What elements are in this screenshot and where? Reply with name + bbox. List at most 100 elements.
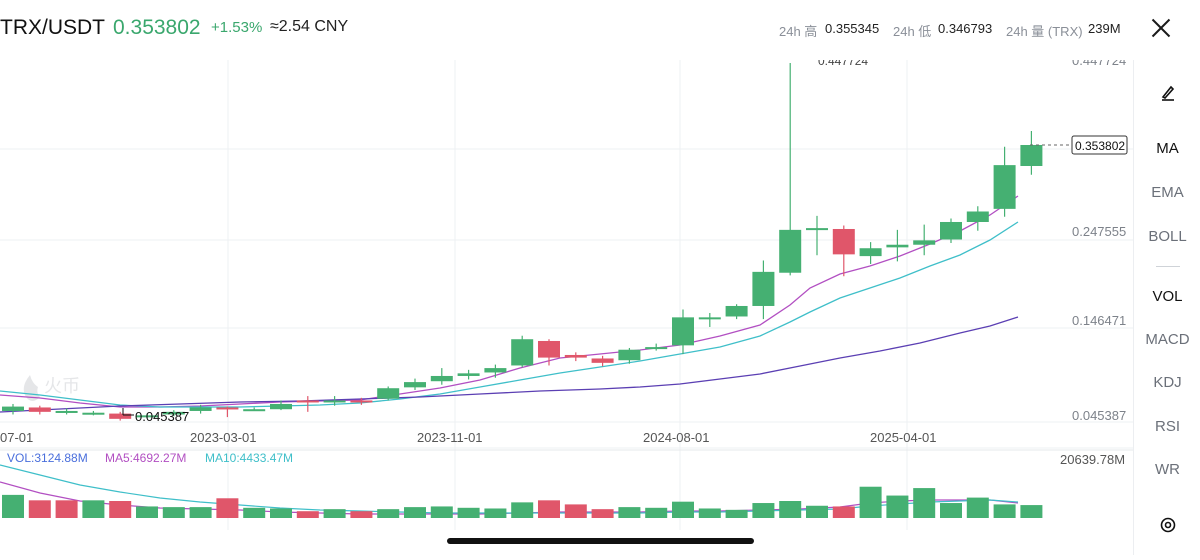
candle-body [484,368,507,373]
indicator-kdj[interactable]: KDJ [1153,374,1182,391]
candle-body [323,400,346,403]
stat-volume-value: 239M [1088,21,1121,36]
stat-volume-label: 24h 量 (TRX) [1006,24,1083,39]
volume-bar [189,507,212,518]
volume-bar [270,508,292,518]
candle-body [752,271,775,306]
candle-body [940,221,962,240]
kline-svg[interactable]: 火币 0.447724 0.247555 0.146471 0.045387 0… [0,53,1133,555]
home-indicator [447,538,754,544]
candle-body [564,354,587,358]
volume-bar [1020,505,1043,518]
candle-body [832,228,855,255]
volume-bar [779,501,802,518]
date-label-2: 2023-03-01 [190,430,257,445]
date-label-1: 07-01 [0,430,33,445]
price-label-1: 0.247555 [1072,224,1126,239]
pair-title[interactable]: TRX/USDT [0,16,105,39]
indicator-ema[interactable]: EMA [1151,184,1184,201]
volume-bar [350,511,373,518]
candle-body [296,400,319,403]
candles[interactable] [2,63,1043,421]
date-label-3: 2023-11-01 [417,430,483,445]
volume-bar [698,508,721,518]
ma-line-c [0,316,1019,413]
indicator-vol[interactable]: VOL [1152,288,1183,305]
candle-body [404,382,426,388]
volume-bar [913,488,936,518]
candle-body [645,347,668,350]
candle-body [779,229,802,273]
candle-body [806,228,828,231]
stat-low-value: 0.346793 [938,21,993,36]
candle-body [2,406,24,411]
close-icon[interactable] [1146,13,1176,43]
date-label-5: 2025-04-01 [870,430,937,445]
kline-chart[interactable]: 火币 0.447724 0.247555 0.146471 0.045387 0… [0,53,1133,555]
volume-bar [966,497,989,518]
candle-body [672,317,694,346]
vol-legend: VOL:3124.88M [7,451,88,465]
volume-bar [28,500,51,518]
volume-bar [618,507,641,518]
volume-bar [323,509,346,518]
candle-body [109,413,132,419]
volume-bar [672,501,694,518]
volume-bar [832,506,855,518]
volume-bar [216,498,239,518]
ma-line-a [0,195,1019,408]
indicator-boll[interactable]: BOLL [1148,228,1187,245]
candle-body [82,412,105,415]
candle-body [886,244,909,248]
volume-bar [645,507,668,518]
price-label-top: 0.447724 [1072,60,1126,68]
volume-bar [993,504,1016,518]
last-price: 0.353802 [113,16,201,39]
candle-body [725,305,748,317]
volume-bar [591,509,614,518]
candle-body [55,410,78,413]
volume-bar [430,506,453,518]
indicator-ma[interactable]: MA [1156,140,1179,157]
stat-low-label: 24h 低 [893,24,932,39]
volume-bar [457,507,480,518]
indicator-rsi[interactable]: RSI [1154,418,1180,435]
candle-body [538,340,560,358]
stat-high-label: 24h 高 [779,24,818,39]
volume-bar [55,500,78,518]
candle-body [189,407,212,411]
candle-body [162,411,185,415]
volume-bar [564,504,587,518]
vol-ma5-legend: MA5:4692.27M [105,451,186,465]
volume-bar [806,505,828,518]
volume-bar [82,500,105,518]
volume-bar [296,511,319,518]
pen-icon[interactable] [1134,82,1200,107]
volume-bar [162,507,185,518]
candle-body [511,339,534,366]
candle-body [1020,144,1043,166]
candle-body [618,349,641,361]
volume-bar [725,509,748,518]
volume-bar [404,507,426,518]
candle-body [216,407,239,410]
min-marker-text: 0.045387 [135,409,189,424]
volume-bar [109,501,132,518]
indicator-macd[interactable]: MACD [1145,331,1190,348]
volume-bar [940,503,962,518]
candle-body [136,415,158,418]
indicator-wr[interactable]: WR [1155,461,1180,478]
high-marker: 0.447724 [818,60,868,68]
settings-icon[interactable] [1134,515,1200,540]
candle-body [243,409,266,412]
candle-body [270,403,292,410]
volume-bar [2,494,24,518]
candle-body [28,407,51,412]
cny-equivalent: ≈2.54 CNY [270,18,349,35]
volume-bar [538,500,560,518]
candle-body [591,358,614,363]
price-label-3: 0.045387 [1072,408,1126,423]
candle-body [698,317,721,320]
stat-high-value: 0.355345 [825,21,880,36]
candle-body [350,400,373,403]
